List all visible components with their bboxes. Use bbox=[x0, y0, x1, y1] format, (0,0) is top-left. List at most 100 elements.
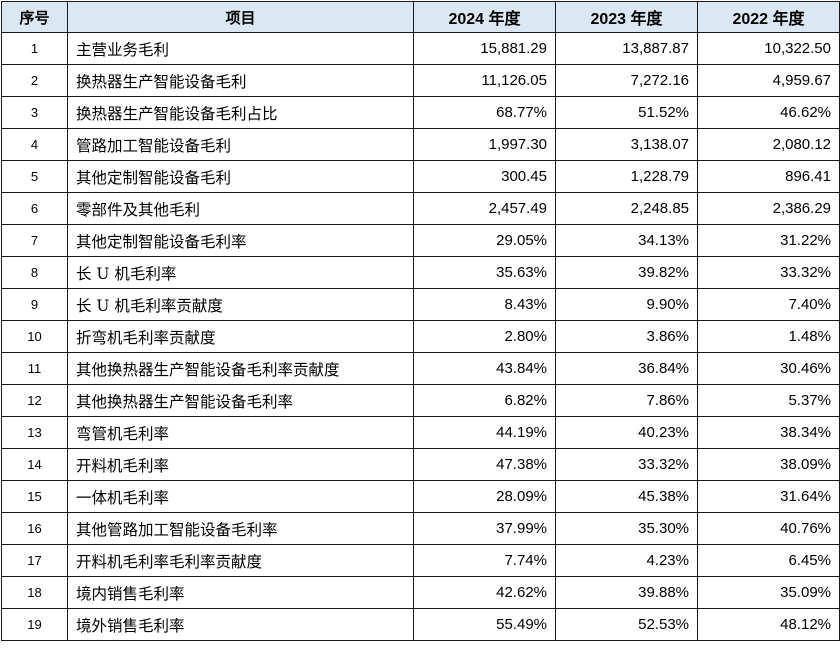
value-2022: 38.34% bbox=[697, 416, 840, 449]
row-item: 弯管机毛利率 bbox=[67, 416, 414, 449]
header-index: 序号 bbox=[1, 1, 68, 33]
value-2022: 40.76% bbox=[697, 512, 840, 545]
value-2022: 48.12% bbox=[697, 608, 840, 641]
value-2023: 45.38% bbox=[555, 480, 698, 513]
header-year-2023: 2023 年度 bbox=[555, 1, 698, 33]
value-2024: 43.84% bbox=[413, 352, 556, 385]
value-2024: 35.63% bbox=[413, 256, 556, 289]
value-2024: 28.09% bbox=[413, 480, 556, 513]
value-2024: 11,126.05 bbox=[413, 64, 556, 97]
value-2022: 6.45% bbox=[697, 544, 840, 577]
value-2024: 8.43% bbox=[413, 288, 556, 321]
row-item: 长 U 机毛利率贡献度 bbox=[67, 288, 414, 321]
value-2023: 13,887.87 bbox=[555, 32, 698, 65]
value-2023: 9.90% bbox=[555, 288, 698, 321]
row-index: 13 bbox=[1, 416, 68, 449]
table-row: 14 开料机毛利率 47.38% 33.32% 38.09% bbox=[1, 448, 840, 481]
value-2024: 15,881.29 bbox=[413, 32, 556, 65]
value-2022: 10,322.50 bbox=[697, 32, 840, 65]
row-item: 开料机毛利率毛利率贡献度 bbox=[67, 544, 414, 577]
table-row: 2 换热器生产智能设备毛利 11,126.05 7,272.16 4,959.67 bbox=[1, 64, 840, 97]
table-row: 19 境外销售毛利率 55.49% 52.53% 48.12% bbox=[1, 608, 840, 641]
value-2023: 1,228.79 bbox=[555, 160, 698, 193]
value-2023: 40.23% bbox=[555, 416, 698, 449]
row-index: 12 bbox=[1, 384, 68, 417]
value-2022: 31.64% bbox=[697, 480, 840, 513]
value-2024: 300.45 bbox=[413, 160, 556, 193]
row-item: 一体机毛利率 bbox=[67, 480, 414, 513]
table-row: 13 弯管机毛利率 44.19% 40.23% 38.34% bbox=[1, 416, 840, 449]
value-2024: 29.05% bbox=[413, 224, 556, 257]
row-index: 7 bbox=[1, 224, 68, 257]
table-row: 17 开料机毛利率毛利率贡献度 7.74% 4.23% 6.45% bbox=[1, 544, 840, 577]
value-2022: 7.40% bbox=[697, 288, 840, 321]
value-2024: 2,457.49 bbox=[413, 192, 556, 225]
value-2022: 5.37% bbox=[697, 384, 840, 417]
row-index: 1 bbox=[1, 32, 68, 65]
value-2024: 68.77% bbox=[413, 96, 556, 129]
row-index: 9 bbox=[1, 288, 68, 321]
value-2024: 37.99% bbox=[413, 512, 556, 545]
row-index: 8 bbox=[1, 256, 68, 289]
value-2023: 33.32% bbox=[555, 448, 698, 481]
value-2023: 34.13% bbox=[555, 224, 698, 257]
value-2022: 1.48% bbox=[697, 320, 840, 353]
value-2022: 4,959.67 bbox=[697, 64, 840, 97]
row-item: 其他定制智能设备毛利 bbox=[67, 160, 414, 193]
value-2023: 7.86% bbox=[555, 384, 698, 417]
value-2022: 38.09% bbox=[697, 448, 840, 481]
value-2022: 46.62% bbox=[697, 96, 840, 129]
row-index: 18 bbox=[1, 576, 68, 609]
table-row: 10 折弯机毛利率贡献度 2.80% 3.86% 1.48% bbox=[1, 320, 840, 353]
header-year-2024: 2024 年度 bbox=[413, 1, 556, 33]
row-item: 其他定制智能设备毛利率 bbox=[67, 224, 414, 257]
value-2024: 2.80% bbox=[413, 320, 556, 353]
row-item: 换热器生产智能设备毛利占比 bbox=[67, 96, 414, 129]
row-index: 5 bbox=[1, 160, 68, 193]
value-2023: 2,248.85 bbox=[555, 192, 698, 225]
row-index: 17 bbox=[1, 544, 68, 577]
table-row: 12 其他换热器生产智能设备毛利率 6.82% 7.86% 5.37% bbox=[1, 384, 840, 417]
value-2022: 33.32% bbox=[697, 256, 840, 289]
row-item: 开料机毛利率 bbox=[67, 448, 414, 481]
value-2023: 35.30% bbox=[555, 512, 698, 545]
table-row: 3 换热器生产智能设备毛利占比 68.77% 51.52% 46.62% bbox=[1, 96, 840, 129]
header-year-2022: 2022 年度 bbox=[697, 1, 840, 33]
value-2023: 4.23% bbox=[555, 544, 698, 577]
row-index: 2 bbox=[1, 64, 68, 97]
value-2022: 30.46% bbox=[697, 352, 840, 385]
table-row: 5 其他定制智能设备毛利 300.45 1,228.79 896.41 bbox=[1, 160, 840, 193]
row-item: 其他管路加工智能设备毛利率 bbox=[67, 512, 414, 545]
row-index: 4 bbox=[1, 128, 68, 161]
row-item: 其他换热器生产智能设备毛利率 bbox=[67, 384, 414, 417]
row-item: 境内销售毛利率 bbox=[67, 576, 414, 609]
row-index: 16 bbox=[1, 512, 68, 545]
row-index: 6 bbox=[1, 192, 68, 225]
row-index: 19 bbox=[1, 608, 68, 641]
table-row: 18 境内销售毛利率 42.62% 39.88% 35.09% bbox=[1, 576, 840, 609]
table-row: 11 其他换热器生产智能设备毛利率贡献度 43.84% 36.84% 30.46% bbox=[1, 352, 840, 385]
value-2022: 2,386.29 bbox=[697, 192, 840, 225]
value-2022: 35.09% bbox=[697, 576, 840, 609]
table-row: 1 主营业务毛利 15,881.29 13,887.87 10,322.50 bbox=[1, 32, 840, 65]
row-index: 11 bbox=[1, 352, 68, 385]
table-row: 6 零部件及其他毛利 2,457.49 2,248.85 2,386.29 bbox=[1, 192, 840, 225]
row-item: 换热器生产智能设备毛利 bbox=[67, 64, 414, 97]
value-2023: 7,272.16 bbox=[555, 64, 698, 97]
row-item: 主营业务毛利 bbox=[67, 32, 414, 65]
table-row: 4 管路加工智能设备毛利 1,997.30 3,138.07 2,080.12 bbox=[1, 128, 840, 161]
value-2023: 3,138.07 bbox=[555, 128, 698, 161]
row-item: 长 U 机毛利率 bbox=[67, 256, 414, 289]
table-row: 15 一体机毛利率 28.09% 45.38% 31.64% bbox=[1, 480, 840, 513]
row-item: 其他换热器生产智能设备毛利率贡献度 bbox=[67, 352, 414, 385]
value-2022: 896.41 bbox=[697, 160, 840, 193]
value-2024: 7.74% bbox=[413, 544, 556, 577]
row-index: 15 bbox=[1, 480, 68, 513]
table-header-row: 序号 项目 2024 年度 2023 年度 2022 年度 bbox=[1, 1, 840, 33]
row-index: 3 bbox=[1, 96, 68, 129]
value-2023: 52.53% bbox=[555, 608, 698, 641]
value-2024: 1,997.30 bbox=[413, 128, 556, 161]
row-index: 10 bbox=[1, 320, 68, 353]
